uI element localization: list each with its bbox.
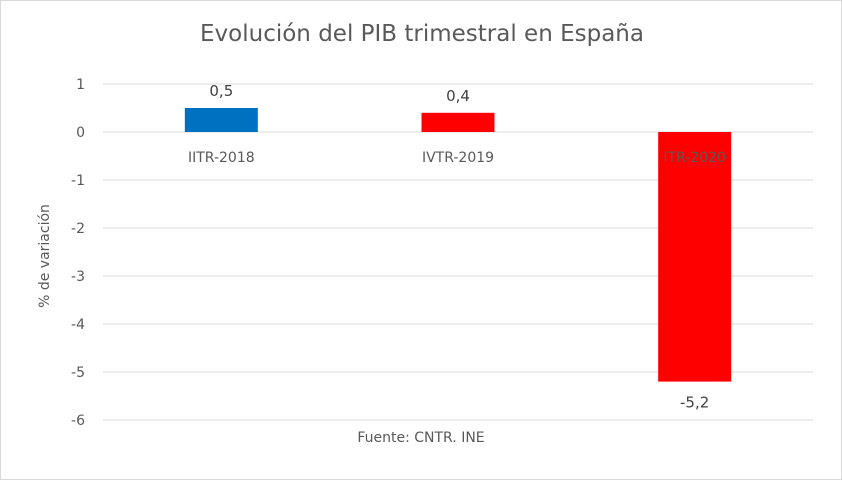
data-label: 0,5 — [209, 82, 233, 100]
y-tick-label: 1 — [76, 77, 85, 93]
bar — [421, 112, 495, 132]
y-tick-label: 0 — [76, 125, 85, 141]
y-tick-label: -6 — [71, 413, 85, 429]
bar — [658, 132, 732, 382]
y-tick-label: -3 — [71, 269, 85, 285]
chart-title: Evolución del PIB trimestral en España — [200, 21, 644, 47]
category-label: ITR-2020 — [663, 150, 726, 166]
y-tick-label: -2 — [71, 221, 85, 237]
y-tick-label: -5 — [71, 365, 85, 381]
y-tick-label: -4 — [71, 317, 85, 333]
bar — [184, 108, 258, 132]
category-label: IVTR-2019 — [422, 150, 494, 166]
data-label: 0,4 — [446, 87, 470, 105]
category-label: IITR-2018 — [188, 150, 255, 166]
data-label: -5,2 — [680, 394, 709, 412]
y-tick-label: -1 — [71, 173, 85, 189]
source-note: Fuente: CNTR. INE — [357, 430, 485, 446]
